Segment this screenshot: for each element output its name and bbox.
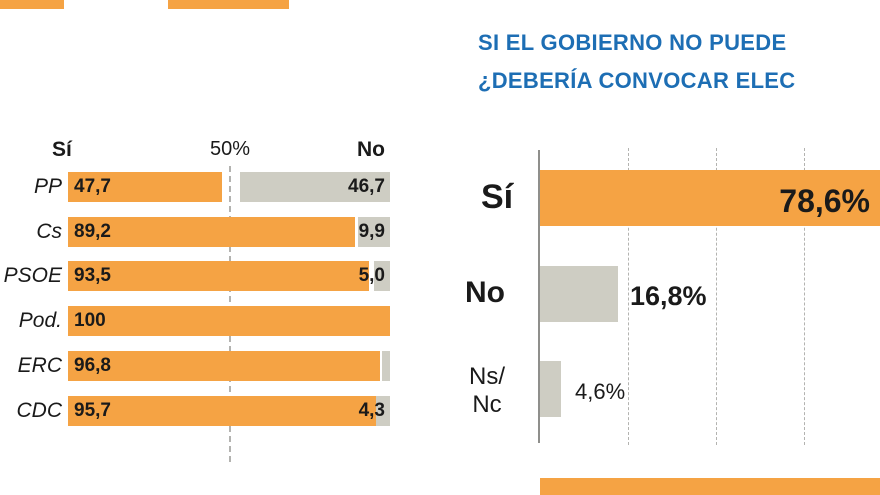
party-label-pp: PP bbox=[33, 175, 62, 198]
no-bar-cs bbox=[358, 217, 390, 247]
right-chart-title-line2: ¿DEBERÍA CONVOCAR ELEC bbox=[478, 68, 796, 93]
cropped-bottom-bar bbox=[540, 478, 880, 495]
party-label-cdc: CDC bbox=[16, 399, 63, 422]
yes-value-pp: 47,7 bbox=[74, 176, 111, 197]
right-chart-gridline-3 bbox=[804, 148, 805, 445]
yes-value-cs: 89,2 bbox=[74, 221, 111, 242]
no-bar-pp bbox=[239, 172, 390, 202]
row-bars-pod: 100 bbox=[68, 306, 390, 336]
right-label-no: No bbox=[465, 276, 505, 309]
right-chart-gridline-2 bbox=[716, 148, 717, 445]
yes-value-pod: 100 bbox=[74, 310, 106, 331]
left-chart-header-yes: Sí bbox=[52, 138, 72, 161]
left-chart-50pct-label: 50% bbox=[209, 138, 251, 160]
no-value-cdc: 4,3 bbox=[358, 400, 385, 421]
right-label-nsnc-line1: Ns/ bbox=[469, 363, 505, 390]
yes-bar-erc bbox=[68, 351, 380, 381]
right-bar-no bbox=[540, 266, 618, 322]
right-value-no: 16,8% bbox=[630, 281, 707, 311]
right-chart-y-axis bbox=[538, 150, 540, 443]
yes-bar-pp bbox=[68, 172, 222, 202]
row-bars-psoe: 93,5 5,0 bbox=[68, 261, 390, 291]
no-value-cs: 9,9 bbox=[358, 221, 385, 242]
left-chart-header-no: No bbox=[357, 138, 385, 161]
party-label-erc: ERC bbox=[17, 354, 62, 377]
cropped-top-bar-left bbox=[0, 0, 64, 9]
row-bars-cs: 89,2 9,9 bbox=[68, 217, 390, 247]
cropped-top-bar-right bbox=[168, 0, 289, 9]
right-bar-nsnc bbox=[540, 361, 562, 417]
no-value-psoe: 5,0 bbox=[358, 265, 385, 286]
yes-value-cdc: 95,7 bbox=[74, 400, 111, 421]
right-label-nsnc-line2: Nc bbox=[472, 391, 502, 418]
yes-value-psoe: 93,5 bbox=[74, 265, 111, 286]
right-value-si: 78,6% bbox=[779, 183, 870, 219]
party-label-cs: Cs bbox=[36, 220, 62, 243]
no-bar-erc bbox=[381, 351, 390, 381]
no-value-pp: 46,7 bbox=[348, 176, 385, 197]
right-chart-gridline-1 bbox=[628, 148, 629, 445]
right-chart-title-line1: SI EL GOBIERNO NO PUEDE bbox=[478, 30, 787, 55]
yes-bar-cdc bbox=[68, 396, 377, 426]
party-label-psoe: PSOE bbox=[3, 264, 62, 287]
yes-bar-pod bbox=[68, 306, 390, 336]
right-label-nsnc: Ns/ Nc bbox=[447, 363, 527, 419]
row-bars-pp: 47,7 46,7 bbox=[68, 172, 390, 202]
right-bar-si bbox=[540, 170, 880, 226]
no-bar-cdc bbox=[376, 396, 390, 426]
row-bars-erc: 96,8 bbox=[68, 351, 390, 381]
party-label-pod: Pod. bbox=[18, 309, 62, 332]
right-value-nsnc: 4,6% bbox=[575, 379, 626, 404]
no-bar-psoe bbox=[373, 261, 390, 291]
row-bars-cdc: 95,7 4,3 bbox=[68, 396, 390, 426]
yes-bar-cs bbox=[68, 217, 356, 247]
right-label-si: Sí bbox=[480, 178, 514, 216]
yes-bar-psoe bbox=[68, 261, 370, 291]
yes-value-erc: 96,8 bbox=[74, 355, 111, 376]
